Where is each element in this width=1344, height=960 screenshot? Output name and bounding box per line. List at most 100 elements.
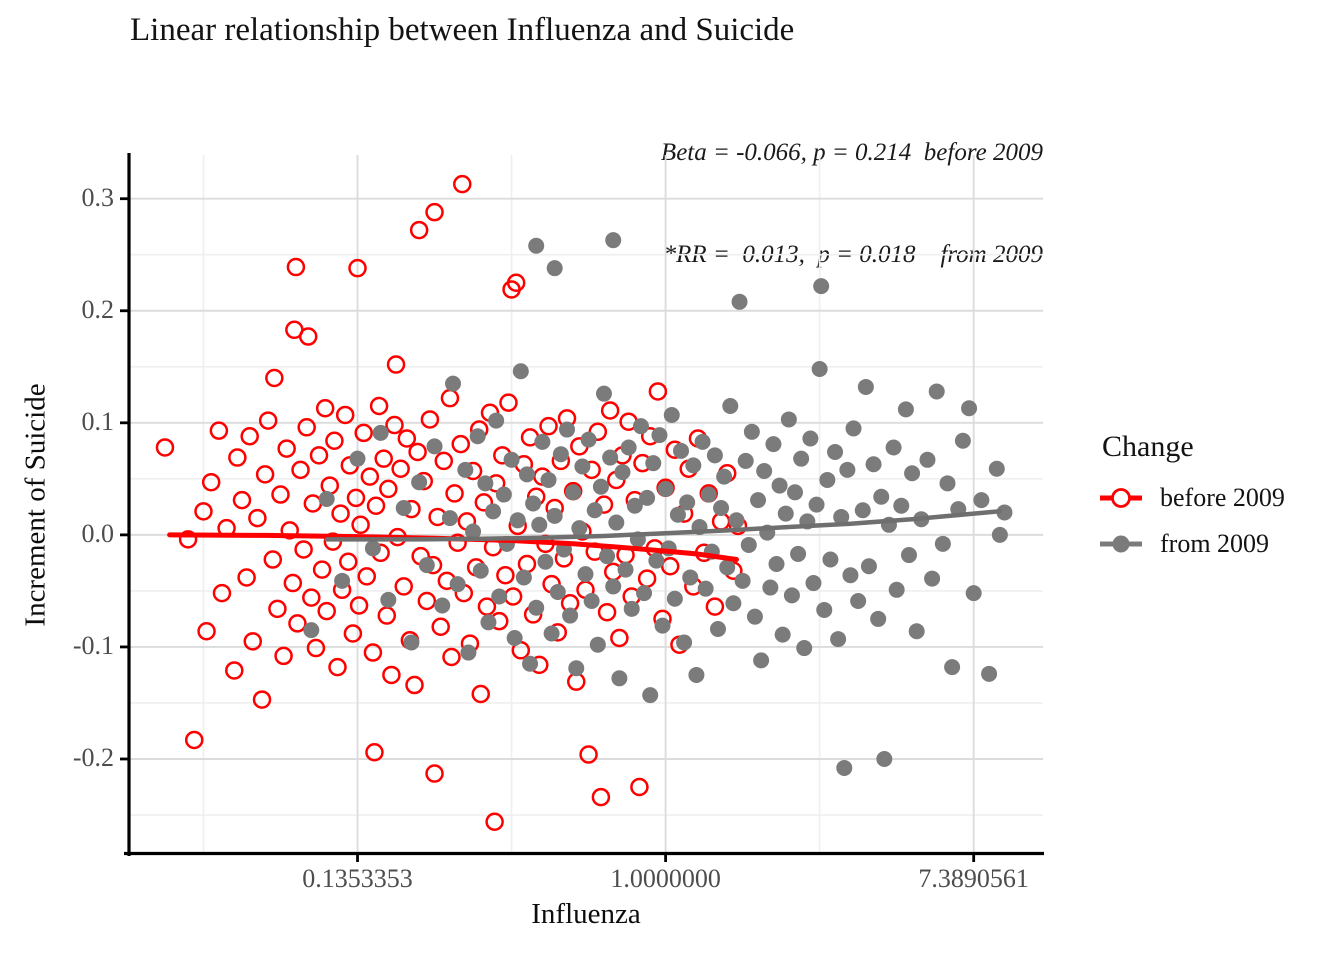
data-point-before-2009 [366,496,386,515]
plot-panel [120,153,1044,862]
data-point-from-2009 [472,562,489,579]
data-point-before-2009 [309,446,329,465]
data-point-before-2009 [317,601,336,621]
data-point-from-2009 [611,670,628,687]
legend-label: from 2009 [1160,529,1270,558]
data-point-from-2009 [928,383,945,400]
x-tick-label: 0.1353353 [302,864,413,893]
data-point-from-2009 [713,499,730,516]
data-point-from-2009 [522,655,539,672]
data-point-from-2009 [822,551,839,568]
data-point-from-2009 [830,631,847,648]
data-point-from-2009 [449,576,466,593]
data-point-before-2009 [258,411,278,430]
trend-line-from-2009 [324,509,1003,542]
data-point-from-2009 [816,601,833,618]
data-point-before-2009 [302,588,321,607]
data-point-from-2009 [725,595,742,612]
data-point-from-2009 [531,516,548,533]
data-point-from-2009 [908,623,925,640]
data-point-from-2009 [860,558,877,575]
data-point-before-2009 [499,393,518,412]
data-point-from-2009 [716,468,733,485]
data-point-before-2009 [303,494,323,513]
data-point-from-2009 [780,411,797,428]
data-point-from-2009 [685,457,702,474]
data-point-from-2009 [411,474,428,491]
x-tick-label: 1.0000000 [610,864,721,893]
x-axis-title: Influenza [531,898,641,930]
data-point-from-2009 [574,458,591,475]
data-point-from-2009 [349,450,366,467]
data-point-from-2009 [793,450,810,467]
data-point-before-2009 [386,355,406,374]
data-point-from-2009 [303,622,320,639]
data-point-from-2009 [954,432,971,449]
data-point-from-2009 [518,466,535,483]
data-point-from-2009 [694,433,711,450]
data-point-before-2009 [325,431,344,450]
data-point-from-2009 [657,480,674,497]
data-point-from-2009 [722,398,739,415]
data-point-from-2009 [457,461,474,478]
data-point-before-2009 [451,434,470,454]
data-point-from-2009 [888,581,905,598]
data-point-from-2009 [495,486,512,503]
data-point-from-2009 [845,420,862,437]
y-tick-label: 0.0 [81,518,115,548]
data-point-before-2009 [365,743,384,762]
data-point-from-2009 [460,644,477,661]
data-point-from-2009 [771,477,788,494]
data-point-from-2009 [608,514,625,531]
data-point-from-2009 [595,385,612,402]
data-point-from-2009 [802,430,819,447]
data-point-from-2009 [697,580,714,597]
data-point-from-2009 [651,427,668,444]
data-point-before-2009 [648,382,668,401]
data-point-from-2009 [706,447,723,464]
chart-title: Linear relationship between Influenza an… [130,12,795,48]
data-point-before-2009 [705,597,725,616]
data-point-from-2009 [973,492,990,509]
data-point-from-2009 [380,591,397,608]
filled-circle-line-icon [1100,535,1142,553]
data-point-before-2009 [248,508,267,528]
trend-line-before-2009 [167,532,739,562]
data-point-from-2009 [768,556,785,573]
data-point-from-2009 [403,634,420,651]
data-point-from-2009 [562,607,579,624]
data-point-from-2009 [743,423,760,440]
data-point-from-2009 [528,237,545,254]
data-point-from-2009 [546,260,563,277]
data-point-before-2009 [331,504,350,523]
data-point-from-2009 [762,579,779,596]
data-point-from-2009 [746,608,763,625]
data-point-from-2009 [676,634,693,651]
data-point-before-2009 [298,327,318,346]
data-point-before-2009 [391,459,410,479]
data-point-before-2009 [506,273,526,292]
data-point-from-2009 [623,600,640,617]
data-point-before-2009 [335,405,355,425]
data-point-from-2009 [586,502,603,519]
data-point-from-2009 [900,547,917,564]
data-point-before-2009 [591,787,611,807]
data-point-before-2009 [306,638,326,658]
data-point-before-2009 [268,599,287,619]
data-point-from-2009 [939,475,956,492]
data-point-before-2009 [201,472,221,492]
data-point-from-2009 [709,621,726,638]
data-point-before-2009 [425,764,444,783]
data-point-from-2009 [426,438,443,455]
legend-key-marker [1112,535,1130,553]
data-point-from-2009 [753,652,770,669]
data-point-from-2009 [777,505,794,522]
data-point-from-2009 [648,552,665,569]
data-point-from-2009 [996,504,1013,521]
data-point-before-2009 [277,439,296,458]
data-point-before-2009 [291,460,310,480]
data-point-from-2009 [528,599,545,616]
data-point-from-2009 [639,489,656,506]
data-point-from-2009 [485,503,502,520]
y-tick-label: 0.3 [81,182,115,212]
